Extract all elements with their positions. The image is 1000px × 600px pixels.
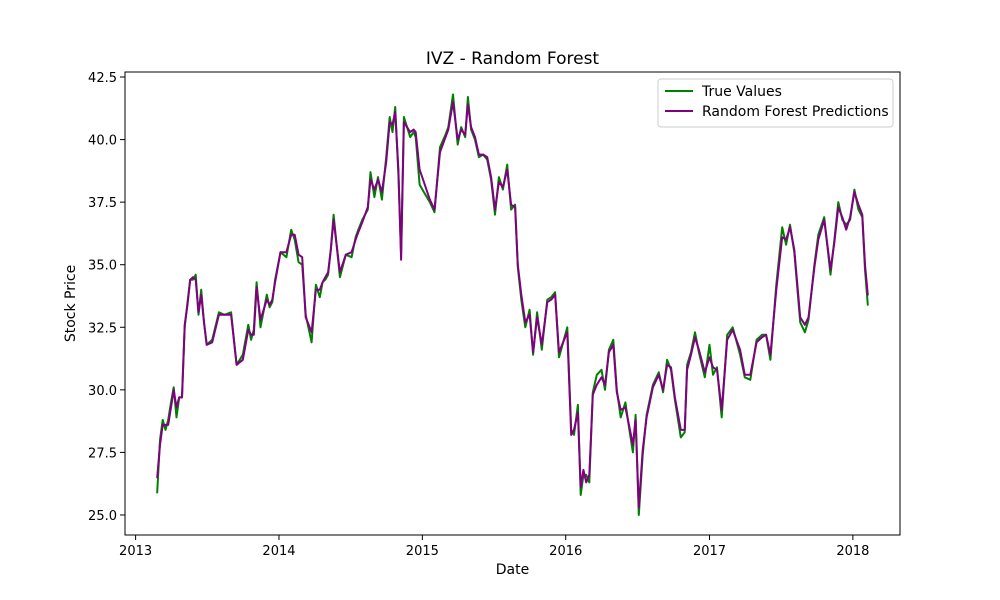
y-tick-label: 25.0 xyxy=(88,509,117,524)
x-tick-label: 2014 xyxy=(262,544,295,559)
y-tick-label: 27.5 xyxy=(88,446,117,461)
legend-label-random-forest-predictions: Random Forest Predictions xyxy=(702,104,889,120)
x-tick-label: 2013 xyxy=(119,544,152,559)
x-axis: 2013 2014 2015 2016 2017 2018 xyxy=(119,535,869,559)
x-axis-label: Date xyxy=(496,562,529,578)
y-axis-label: Stock Price xyxy=(63,265,79,342)
legend: True Values Random Forest Predictions xyxy=(657,78,894,128)
x-tick-label: 2017 xyxy=(693,544,726,559)
y-tick-label: 40.0 xyxy=(88,134,117,149)
y-tick-label: 42.5 xyxy=(88,71,117,86)
x-tick-label: 2018 xyxy=(836,544,869,559)
x-tick-label: 2016 xyxy=(549,544,582,559)
plot-area xyxy=(124,71,901,536)
axes-frame xyxy=(124,71,901,536)
series-layer xyxy=(156,93,869,516)
legend-box xyxy=(657,78,894,128)
y-tick-label: 32.5 xyxy=(88,321,117,336)
x-tick-label: 2015 xyxy=(406,544,439,559)
series-line-random-forest-predictions xyxy=(156,101,869,509)
y-tick-label: 30.0 xyxy=(88,384,117,399)
y-axis: 25.0 27.5 30.0 32.5 35.0 37.5 40.0 42.5 xyxy=(88,71,125,524)
chart-title: IVZ - Random Forest xyxy=(426,49,600,69)
legend-label-true-values: True Values xyxy=(701,84,782,100)
y-tick-label: 35.0 xyxy=(88,259,117,274)
y-tick-label: 37.5 xyxy=(88,196,117,211)
